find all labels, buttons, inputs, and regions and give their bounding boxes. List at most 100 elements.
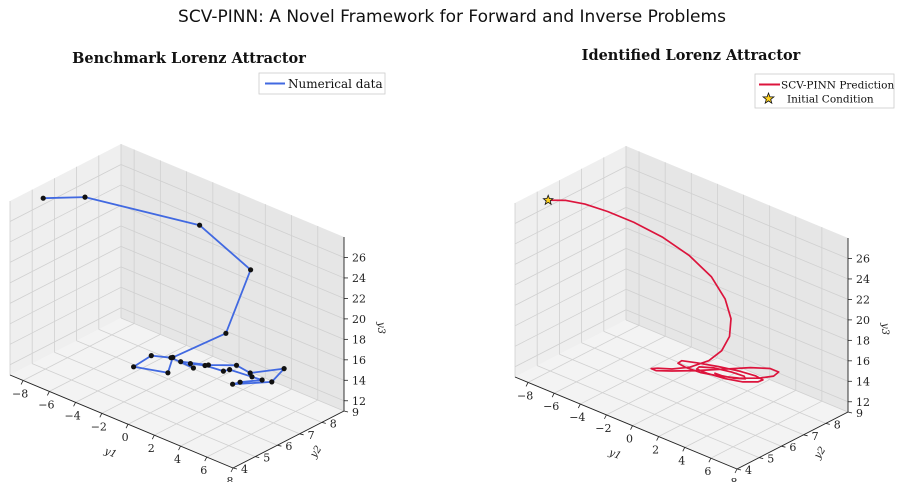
tick-mark-y [255,456,260,458]
gridline-z [120,266,345,361]
tick-mark-y [825,423,830,425]
tick-label-x: 0 [122,431,129,444]
gridline-z [120,225,345,320]
data-point [40,195,46,201]
initial-condition-star-icon [542,194,554,206]
tick-label-y: 4 [241,463,248,476]
legend-benchmark: Numerical data [258,72,386,95]
data-point [178,359,184,365]
tick-mark-x [204,456,208,462]
gridline-z [120,245,345,340]
legend-star-icon [761,91,776,105]
gridline-z [625,268,849,362]
pane-back-left [515,146,626,377]
gridline-z [514,166,627,224]
gridline-x [154,377,266,436]
tick-label-z: 12 [352,395,366,408]
tick-label-x: −6 [543,400,559,413]
gridline-z [9,307,122,366]
tick-mark-x [604,414,607,420]
panel-title-identified: Identified Lorenz Attractor [582,47,801,64]
gridline-y [54,351,278,446]
series-line-prediction [548,199,780,383]
data-point [187,361,193,367]
gridline-z [625,247,849,341]
tick-mark-x [577,403,581,409]
gridline-z [514,186,627,245]
tick-mark-y [343,410,349,413]
tick-mark-x [20,380,24,385]
data-point [197,222,203,228]
tick-label-x: 0 [626,433,633,446]
tick-mark-x [125,424,129,429]
tick-label-x: −2 [595,422,611,435]
gridline-x [75,344,187,403]
gridline-z [514,207,627,265]
axis-label-y: y2 [308,444,324,461]
tick-label-x: 4 [678,454,685,467]
pane-back-right [121,144,344,411]
data-point [168,355,174,361]
tick-label-z: 14 [856,375,870,388]
gridline-z [9,164,122,222]
data-point [281,366,287,372]
axis-line-y [232,410,345,469]
tick-label-z: 16 [352,354,366,367]
axis-line-x [514,376,738,470]
gridline-y [98,329,322,423]
tick-mark-x [99,413,103,418]
pane-floor [10,318,344,468]
tick-mark-y [781,445,786,448]
tick-mark-x [151,434,155,440]
tick-label-z: 22 [352,292,366,305]
axis-line-x [9,374,234,469]
tick-label-z: 26 [352,252,366,265]
tick-mark-x [46,391,50,396]
gridline-x [49,334,161,392]
tick-mark-y [299,433,304,436]
gridline-z [514,309,627,368]
tick-label-y: 7 [812,430,819,443]
axis-label-z: y3 [375,321,386,334]
axes-3d-identified: −8−6−4−2024684567891214161820222426y1y2y… [514,146,890,482]
tick-label-y: 8 [834,418,841,431]
legend-identified: SCV-PINN Prediction Initial Condition [754,73,895,109]
axis-label-y: y2 [812,445,828,462]
legend-box [754,73,895,109]
gridline-z [120,184,345,279]
tick-label-z: 24 [352,272,366,285]
pane-floor [515,320,848,469]
gridline-y [76,340,300,435]
legend-box [258,72,386,95]
tick-label-z: 20 [856,314,870,327]
axis-label-x: y1 [102,445,118,460]
tick-mark-x [178,445,181,451]
legend-label-initial-condition: Initial Condition [787,94,874,106]
panel-identified: Identified Lorenz Attractor −8−6−4−20246… [514,47,895,482]
legend-label-prediction: SCV-PINN Prediction [781,80,894,92]
gridline-x [553,335,666,394]
tick-mark-x [630,425,633,430]
gridline-x [127,366,240,425]
gridline-x [710,400,823,459]
tick-label-z: 16 [856,355,870,368]
tick-label-z: 12 [856,396,870,409]
tick-label-x: 2 [148,442,155,455]
axis-label-z: y3 [879,322,890,335]
tick-label-x: −8 [12,388,28,401]
gridline-z [120,307,345,402]
gridline-x [180,388,292,447]
gridline-z [9,184,122,243]
gridline-x [527,325,640,383]
gridline-x [580,346,692,405]
pane-back-left [10,144,121,375]
tick-label-z: 26 [856,253,870,266]
data-point [249,374,255,380]
gridline-x [22,323,135,381]
gridline-z [625,207,849,300]
tick-label-y: 4 [745,464,752,477]
gridline-y [603,331,826,424]
gridline-z [9,245,122,304]
tick-label-y: 9 [352,406,359,419]
